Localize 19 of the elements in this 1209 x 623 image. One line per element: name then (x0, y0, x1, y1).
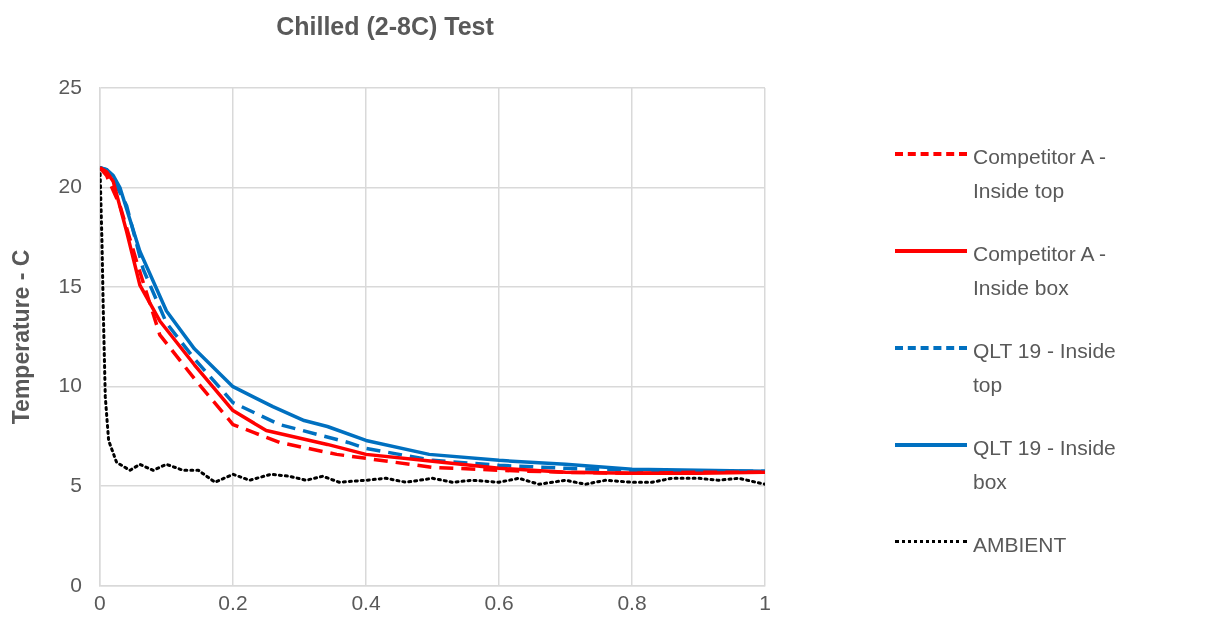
legend-label: QLT 19 - Inside top (973, 338, 1117, 398)
legend-label: AMBIENT (973, 532, 1068, 558)
legend-label: Competitor A - Inside box (973, 241, 1108, 301)
legend-label: QLT 19 - Inside box (973, 435, 1117, 495)
y-tick-label: 20 (58, 174, 82, 198)
legend-label: Competitor A - Inside top (973, 144, 1108, 204)
y-tick-label: 10 (58, 373, 82, 397)
y-tick-label: 15 (58, 273, 82, 297)
x-tick-label: 0.6 (484, 591, 514, 615)
y-tick-label: 0 (70, 572, 82, 596)
y-tick-label: 5 (70, 473, 82, 497)
y-tick-label: 25 (58, 74, 82, 98)
x-tick-label: 0.8 (617, 591, 647, 615)
x-tick-label: 1 (759, 591, 771, 615)
y-axis-title: Temperature - C (8, 249, 35, 425)
chart-title: Chilled (2-8C) Test (276, 11, 495, 40)
x-tick-label: 0 (94, 591, 106, 615)
x-tick-label: 0.4 (351, 591, 381, 615)
x-tick-label: 0.2 (218, 591, 248, 615)
